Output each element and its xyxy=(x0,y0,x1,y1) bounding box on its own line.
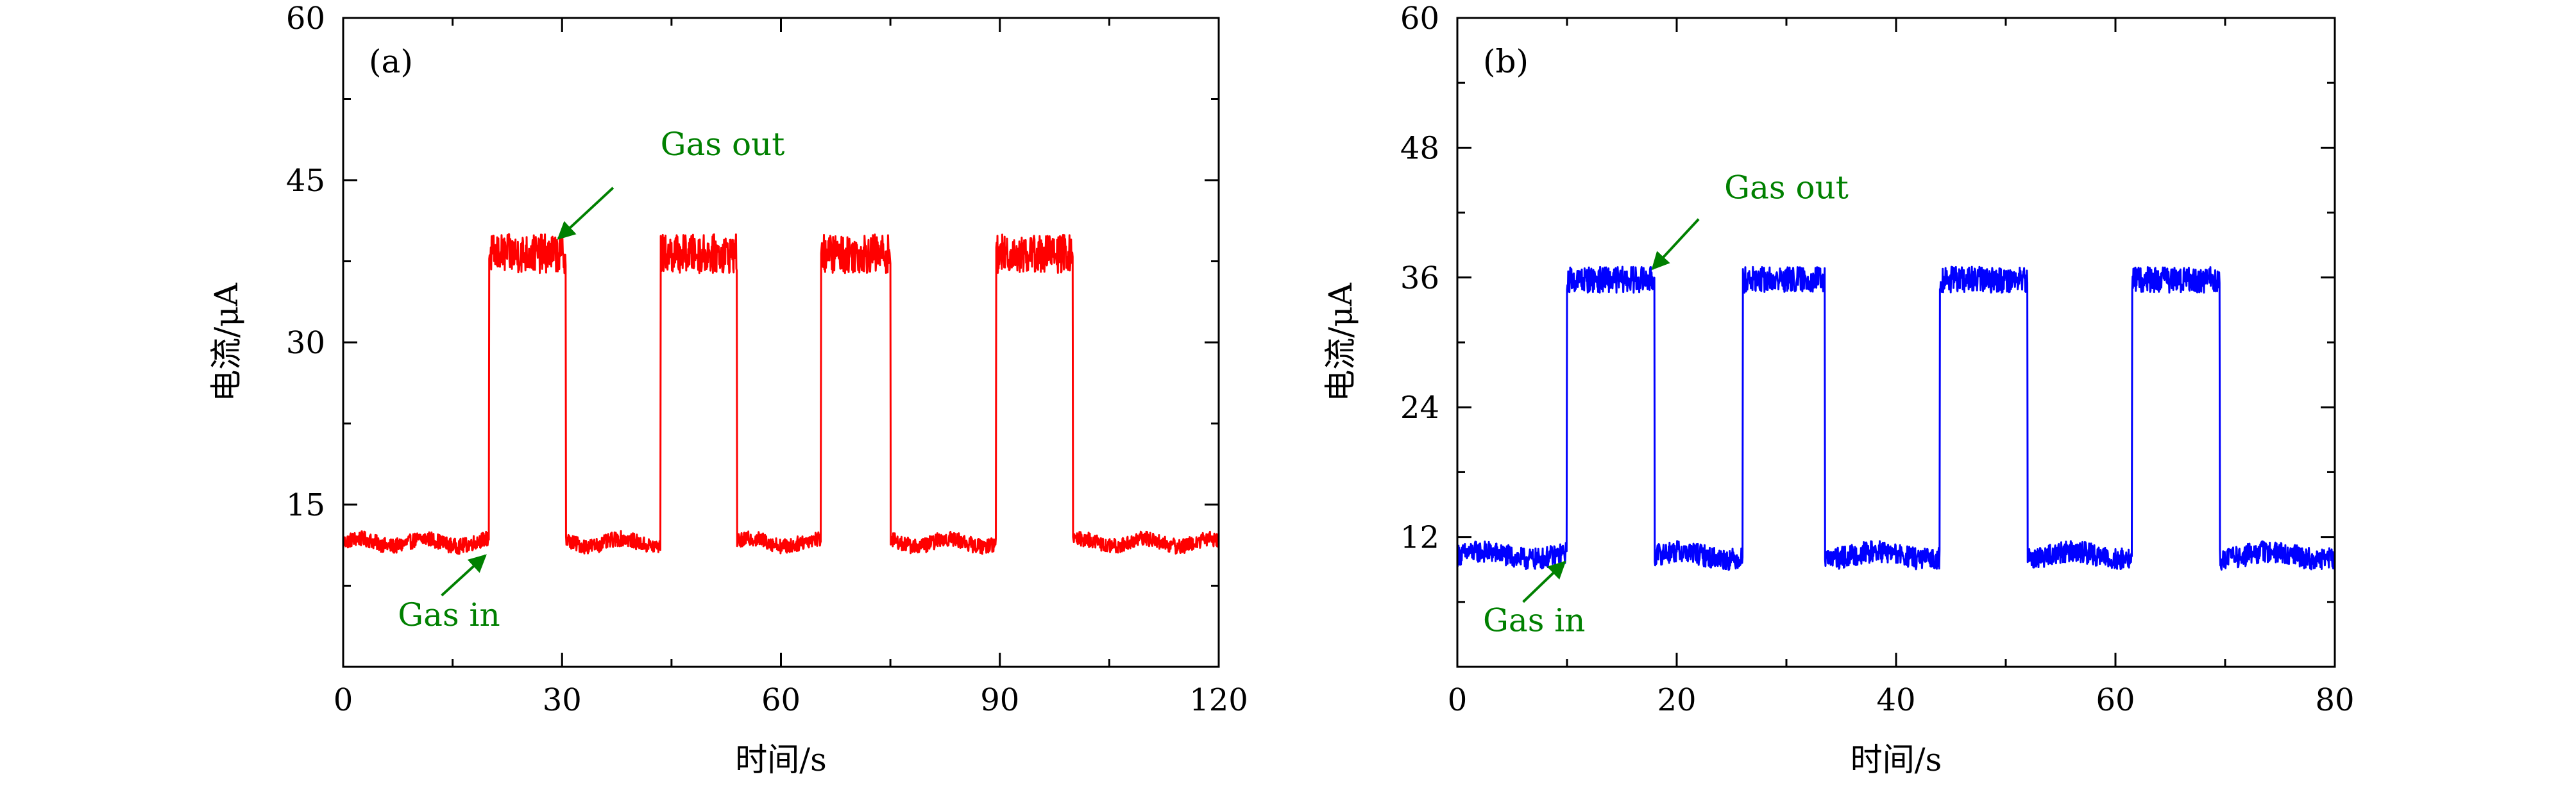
plot-frame xyxy=(342,17,1220,668)
annotation-label: Gas out xyxy=(661,126,785,163)
x-tick-label: 120 xyxy=(1189,682,1248,718)
series-line xyxy=(342,233,1220,555)
annotation-label: Gas in xyxy=(1483,601,1586,639)
y-tick-label: 48 xyxy=(1400,130,1439,166)
annotation-arrow xyxy=(1522,560,1566,603)
x-tick-label: 0 xyxy=(1448,682,1468,718)
annotation-label: Gas in xyxy=(398,596,500,633)
y-tick-label: 15 xyxy=(286,487,325,523)
y-tick-label: 60 xyxy=(1400,1,1439,37)
annotation-label: Gas out xyxy=(1724,169,1849,206)
plot-frame xyxy=(1456,17,2336,668)
y-axis-label: 电流/μA xyxy=(208,282,245,401)
x-axis-label: 时间/s xyxy=(1851,741,1942,778)
y-tick-label: 24 xyxy=(1400,390,1439,426)
annotation-arrow xyxy=(557,187,614,240)
series-line xyxy=(1456,265,2336,571)
x-tick-label: 20 xyxy=(1657,682,1696,718)
y-tick-label: 30 xyxy=(286,325,325,361)
annotation-arrow xyxy=(441,554,487,597)
panel-a: 0 30 60 90 120 15 30 45 60 时间/s 电流/μA (a) Gas out Gas… xyxy=(208,1,1248,778)
x-tick-label: 30 xyxy=(543,682,582,718)
y-tick-label: 36 xyxy=(1400,260,1439,296)
y-axis-label: 电流/μA xyxy=(1322,282,1359,401)
y-tick-label: 12 xyxy=(1400,520,1439,556)
x-tick-label: 0 xyxy=(334,682,353,718)
x-axis-label: 时间/s xyxy=(735,741,827,778)
annotation-arrow xyxy=(1651,218,1700,271)
x-tick-label: 40 xyxy=(1876,682,1915,718)
x-tick-label: 60 xyxy=(2096,682,2135,718)
x-tick-label: 80 xyxy=(2315,682,2354,718)
panel-label: (a) xyxy=(369,43,413,80)
panel-label: (b) xyxy=(1483,43,1529,80)
y-tick-label: 45 xyxy=(286,163,325,199)
y-tick-label: 60 xyxy=(286,1,325,37)
x-tick-label: 90 xyxy=(980,682,1019,718)
x-tick-label: 60 xyxy=(761,682,801,718)
panel-b: 0 20 40 60 80 12 24 36 48 60 时间/s 电流/μA (b) Gas out Ga… xyxy=(1322,1,2355,778)
